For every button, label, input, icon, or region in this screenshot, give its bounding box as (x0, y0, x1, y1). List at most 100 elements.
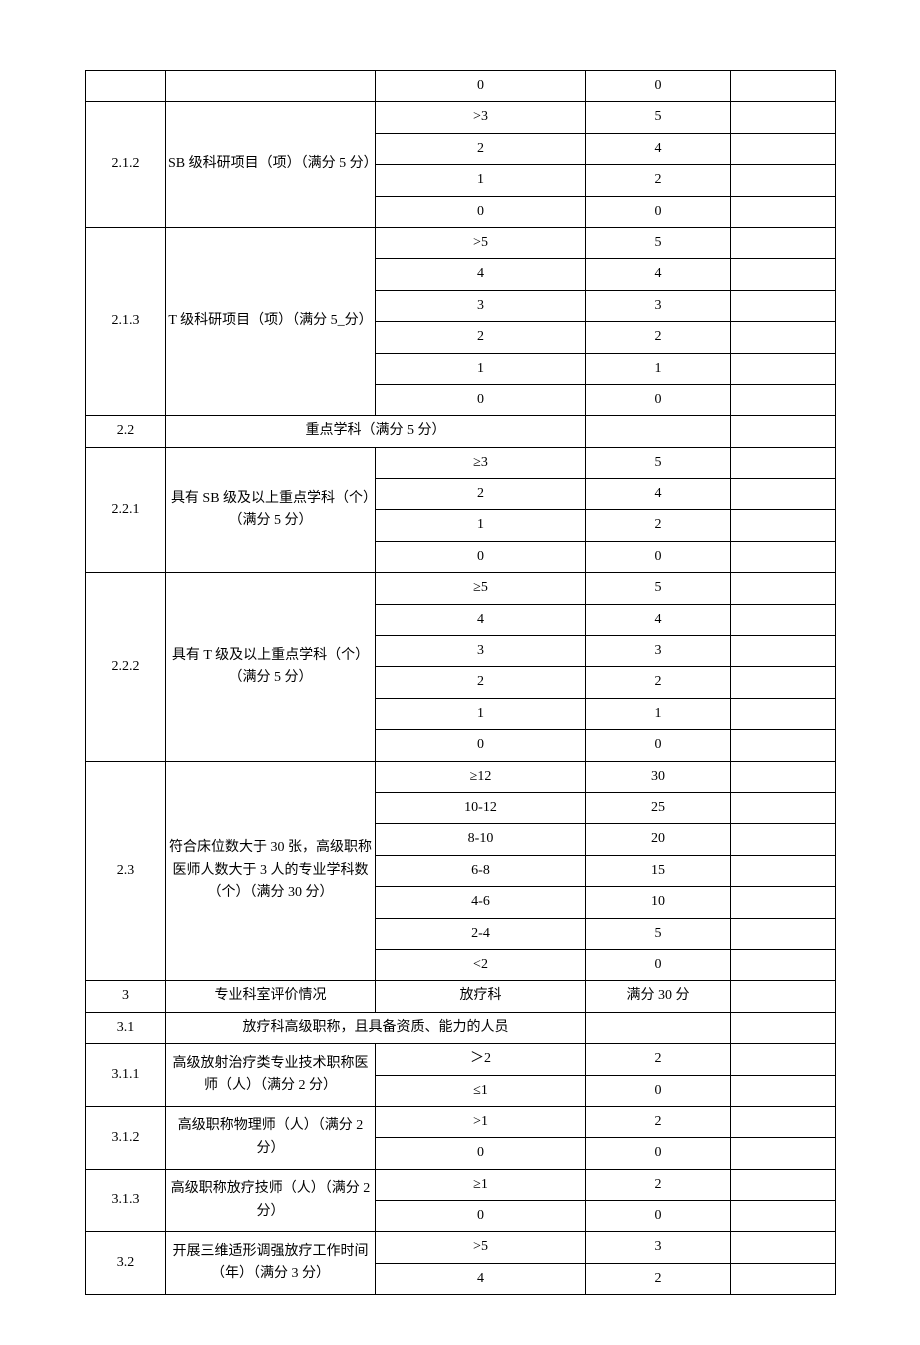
row-criterion: ≥3 (376, 447, 586, 478)
row-id: 2.2.1 (86, 447, 166, 573)
table-row: 2.3符合床位数大于 30 张，高级职称医师人数大于 3 人的专业学科数（个）（… (86, 761, 836, 792)
row-criterion: 4-6 (376, 887, 586, 918)
row-criterion: >1 (376, 1106, 586, 1137)
row-score: 4 (586, 604, 731, 635)
row-criterion: 1 (376, 165, 586, 196)
row-blank (731, 541, 836, 572)
row-desc: T 级科研项目（项）（满分 5_分） (166, 227, 376, 415)
row-blank (731, 855, 836, 886)
row-criterion: 放疗科 (376, 981, 586, 1012)
row-blank (731, 447, 836, 478)
row-blank (731, 1044, 836, 1075)
row-criterion: 10-12 (376, 792, 586, 823)
row-criterion: >5 (376, 1232, 586, 1263)
row-blank (731, 949, 836, 980)
row-criterion: >3 (376, 102, 586, 133)
table-row: 3.1.3高级职称放疗技师（人）（满分 2 分）≥12 (86, 1169, 836, 1200)
row-blank (731, 71, 836, 102)
row-criterion: 0 (376, 384, 586, 415)
row-blank (731, 259, 836, 290)
row-blank (731, 918, 836, 949)
row-blank (731, 824, 836, 855)
row-blank (731, 1169, 836, 1200)
row-score: 5 (586, 918, 731, 949)
row-score: 2 (586, 1044, 731, 1075)
row-score: 2 (586, 322, 731, 353)
row-desc: 开展三维适形调强放疗工作时间（年）（满分 3 分） (166, 1232, 376, 1295)
row-score (586, 1012, 731, 1043)
table-row: 2.2.1具有 SB 级及以上重点学科（个）（满分 5 分）≥35 (86, 447, 836, 478)
row-score: 1 (586, 353, 731, 384)
row-id: 3 (86, 981, 166, 1012)
row-blank (731, 416, 836, 447)
row-score: 0 (586, 71, 731, 102)
row-score: 0 (586, 1075, 731, 1106)
row-desc: 高级放射治疗类专业技术职称医师（人）（满分 2 分） (166, 1044, 376, 1107)
row-id (86, 71, 166, 102)
row-desc: 具有 T 级及以上重点学科（个）（满分 5 分） (166, 573, 376, 761)
row-blank (731, 573, 836, 604)
row-blank (731, 698, 836, 729)
row-id: 2.1.3 (86, 227, 166, 415)
row-score: 2 (586, 667, 731, 698)
row-criterion: 0 (376, 196, 586, 227)
row-score: 5 (586, 227, 731, 258)
row-score: 3 (586, 290, 731, 321)
row-score: 25 (586, 792, 731, 823)
table-row: 2.2重点学科（满分 5 分） (86, 416, 836, 447)
row-id: 2.2 (86, 416, 166, 447)
row-criterion: 3 (376, 290, 586, 321)
row-score: 4 (586, 479, 731, 510)
row-score: 0 (586, 1138, 731, 1169)
row-blank (731, 604, 836, 635)
row-score (586, 416, 731, 447)
table-row: 2.1.2SB 级科研项目（项）（满分 5 分）>35 (86, 102, 836, 133)
row-criterion: 4 (376, 259, 586, 290)
table-row: 3.1放疗科高级职称，且具备资质、能力的人员 (86, 1012, 836, 1043)
row-score: 2 (586, 510, 731, 541)
row-score: 30 (586, 761, 731, 792)
table-row: 3.2开展三维适形调强放疗工作时间（年）（满分 3 分）>53 (86, 1232, 836, 1263)
row-score: 15 (586, 855, 731, 886)
table-row: 2.1.3T 级科研项目（项）（满分 5_分）>55 (86, 227, 836, 258)
row-criterion: 6-8 (376, 855, 586, 886)
row-criterion: ≥12 (376, 761, 586, 792)
row-blank (731, 887, 836, 918)
row-blank (731, 667, 836, 698)
row-desc: 高级职称放疗技师（人）（满分 2 分） (166, 1169, 376, 1232)
row-blank (731, 133, 836, 164)
row-blank (731, 1075, 836, 1106)
row-criterion: ≥5 (376, 573, 586, 604)
row-criterion: ＞2 (376, 1044, 586, 1075)
row-criterion: 1 (376, 698, 586, 729)
row-criterion: 2 (376, 479, 586, 510)
row-criterion: 3 (376, 636, 586, 667)
row-blank (731, 353, 836, 384)
row-blank (731, 1263, 836, 1294)
row-criterion: ≤1 (376, 1075, 586, 1106)
row-criterion: 0 (376, 541, 586, 572)
row-blank (731, 290, 836, 321)
row-score: 3 (586, 1232, 731, 1263)
table-row: 00 (86, 71, 836, 102)
row-score: 10 (586, 887, 731, 918)
row-id: 3.2 (86, 1232, 166, 1295)
row-score: 3 (586, 636, 731, 667)
row-blank (731, 227, 836, 258)
row-blank (731, 165, 836, 196)
table-row: 3.1.1高级放射治疗类专业技术职称医师（人）（满分 2 分）＞22 (86, 1044, 836, 1075)
row-id: 3.1 (86, 1012, 166, 1043)
row-blank (731, 761, 836, 792)
row-desc: 具有 SB 级及以上重点学科（个）（满分 5 分） (166, 447, 376, 573)
row-criterion: 2 (376, 133, 586, 164)
row-criterion: 1 (376, 353, 586, 384)
row-score: 5 (586, 573, 731, 604)
row-score: 5 (586, 447, 731, 478)
row-desc: SB 级科研项目（项）（满分 5 分） (166, 102, 376, 228)
table-row: 2.2.2具有 T 级及以上重点学科（个）（满分 5 分）≥55 (86, 573, 836, 604)
row-criterion: 4 (376, 604, 586, 635)
table-body: 002.1.2SB 级科研项目（项）（满分 5 分）>352412002.1.3… (86, 71, 836, 1295)
row-blank (731, 1232, 836, 1263)
row-blank (731, 1106, 836, 1137)
row-criterion: ≥1 (376, 1169, 586, 1200)
